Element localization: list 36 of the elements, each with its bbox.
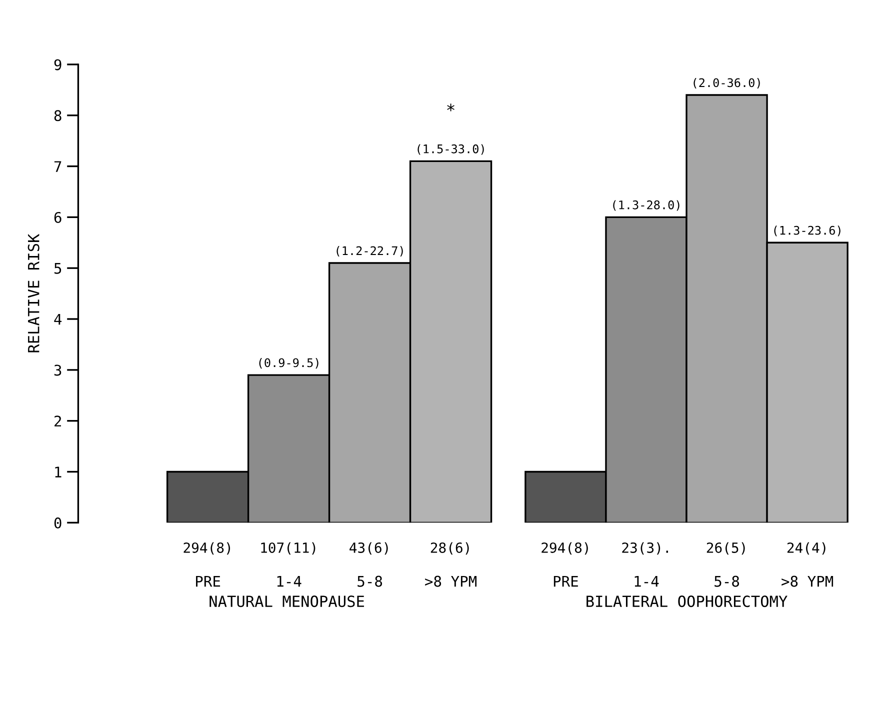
y-tick-label: 7 — [54, 161, 62, 172]
x-axis-title: NATURAL MENOPAUSE — [210, 596, 364, 608]
y-tick-label: 1 — [55, 466, 62, 478]
text: 23(3). — [622, 542, 668, 555]
text: 26(5) — [706, 542, 745, 555]
y-tick-label: 9 — [54, 59, 62, 70]
text: 294(8) — [542, 542, 588, 555]
x-tick-label: 5-8 — [358, 576, 382, 587]
y-tick-label: 5 — [54, 263, 62, 274]
x-tick-label: 1-4 — [634, 576, 659, 587]
y-tick-label: 2 — [54, 416, 61, 426]
x-tick-label: PRE — [554, 576, 578, 587]
text: 294(8) — [184, 542, 230, 555]
x-tick-label: 5-8 — [714, 576, 740, 587]
y-tick-label: 3 — [54, 364, 62, 376]
annotation: (1.3-23.6) — [774, 226, 840, 236]
annotation: (2.0-36.0) — [694, 78, 760, 89]
text: 107(11) — [261, 542, 316, 555]
y-tick-label: 8 — [54, 110, 62, 122]
x-tick-label: PRE — [196, 576, 220, 587]
annotation: (1.3-28.0) — [613, 200, 680, 211]
text: 24(4) — [787, 542, 826, 555]
annotation: (1.5-33.0) — [418, 144, 484, 155]
x-tick-label: >8 YPM — [425, 576, 476, 587]
x-tick-label: >8 YPM — [782, 576, 834, 587]
y-axis-title: RELATIVE RISK — [28, 234, 40, 352]
annotation: (1.2-22.7) — [336, 246, 403, 257]
y-tick-label: 6 — [54, 212, 62, 223]
annotation: * — [447, 104, 454, 112]
text: 43(6) — [350, 542, 388, 555]
y-tick-label: 0 — [54, 517, 62, 528]
x-tick-label: 1-4 — [277, 576, 302, 587]
x-axis-title: BILATERAL OOPHORECTOMY — [586, 596, 788, 608]
y-tick-label: 4 — [54, 314, 62, 325]
text: 28(6) — [430, 542, 469, 555]
annotation: (0.9-9.5) — [259, 358, 318, 369]
